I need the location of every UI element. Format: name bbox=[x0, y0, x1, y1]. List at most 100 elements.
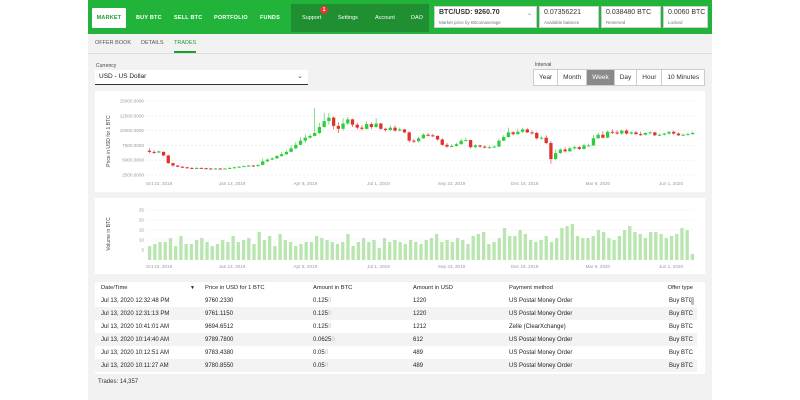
nav-funds[interactable]: FUNDS bbox=[260, 15, 280, 21]
table-row[interactable]: Jul 13, 2020 12:31:13 PM 9761.1150 0.1250 1… bbox=[95, 307, 697, 320]
cell-amount-btc: 0.06250 bbox=[307, 333, 407, 346]
column-header-amount-btc[interactable]: Amount in BTC bbox=[313, 285, 353, 291]
volume-bar bbox=[341, 242, 345, 260]
volume-bar bbox=[174, 246, 178, 260]
column-header-datetime[interactable]: Date/Time ▼ bbox=[95, 282, 199, 294]
volume-bar bbox=[158, 242, 162, 260]
candle-body bbox=[279, 154, 284, 157]
volume-bar bbox=[241, 240, 246, 260]
table-row[interactable]: Jul 13, 2020 10:14:40 AM 9789.7800 0.06250… bbox=[95, 333, 697, 346]
nav-settings[interactable]: Settings bbox=[338, 15, 358, 21]
tab-trades[interactable]: TRADES bbox=[174, 34, 197, 53]
table-row[interactable]: Jul 13, 2020 10:41:01 AM 9694.6512 0.1250 1… bbox=[95, 320, 697, 333]
interval-hour-button[interactable]: Hour bbox=[637, 70, 663, 85]
candle-body bbox=[242, 166, 246, 168]
chevron-down-icon[interactable]: ⌄ bbox=[526, 11, 532, 17]
candle-body bbox=[350, 119, 355, 125]
table-row[interactable]: Jul 13, 2020 10:12:51 AM 9783.4380 0.050 48… bbox=[95, 346, 697, 359]
available-balance-value: 0.07356221 bbox=[544, 9, 581, 16]
candle-body bbox=[506, 132, 511, 138]
column-header-offer-type[interactable]: Offer type bbox=[667, 285, 693, 291]
table-scrollbar[interactable] bbox=[691, 297, 694, 305]
column-header-amount-usd[interactable]: Amount in USD bbox=[413, 285, 453, 291]
candle-body bbox=[157, 151, 161, 153]
currency-label: Currency bbox=[96, 63, 117, 69]
cell-price: 9760.2330 bbox=[205, 297, 234, 304]
interval-toggle-group: Year Month Week Day Hour 10 Minutes bbox=[533, 69, 706, 86]
currency-select[interactable]: USD - US Dollar ⌄ bbox=[95, 70, 308, 85]
volume-bar bbox=[612, 240, 616, 260]
candle-body bbox=[185, 167, 189, 169]
volume-bar bbox=[440, 242, 444, 260]
nav-account[interactable]: Account bbox=[375, 15, 395, 21]
cell-amount-usd: 612 bbox=[407, 333, 503, 346]
price-x-tick-label: Oct 22, 2018 bbox=[146, 181, 173, 186]
volume-x-tick-label: Sep 23, 2019 bbox=[438, 264, 466, 269]
candle-body bbox=[450, 145, 454, 147]
volume-bar bbox=[377, 248, 381, 260]
interval-year-button[interactable]: Year bbox=[534, 70, 559, 85]
nav-dao[interactable]: DAO bbox=[411, 15, 423, 21]
nav-support[interactable]: Support bbox=[302, 15, 322, 21]
candle-body bbox=[336, 125, 340, 129]
nav-sell-btc[interactable]: SELL BTC bbox=[174, 15, 203, 21]
candle-body bbox=[204, 168, 208, 170]
candle-body bbox=[246, 165, 251, 167]
interval-day-button[interactable]: Day bbox=[615, 70, 638, 85]
volume-bar bbox=[189, 244, 194, 260]
candle-body bbox=[407, 132, 411, 141]
nav-buy-btc[interactable]: BUY BTC bbox=[136, 15, 162, 21]
candle-body bbox=[171, 163, 175, 166]
candle-body bbox=[601, 134, 605, 138]
candle-body bbox=[492, 146, 496, 148]
candle-body bbox=[322, 121, 326, 128]
cell-datetime: Jul 13, 2020 12:31:13 PM bbox=[95, 307, 199, 320]
volume-bar bbox=[419, 244, 423, 260]
volume-bar bbox=[429, 238, 434, 260]
volume-bar bbox=[534, 242, 538, 260]
nav-portfolio[interactable]: PORTFOLIO bbox=[214, 15, 248, 21]
cell-payment-method: US Postal Money Order bbox=[503, 359, 623, 372]
candle-body bbox=[558, 149, 563, 154]
volume-bar bbox=[565, 226, 569, 260]
volume-y-tick-label: 25 bbox=[139, 208, 145, 213]
sort-down-icon[interactable]: ▼ bbox=[190, 285, 195, 291]
candle-body bbox=[270, 158, 274, 160]
cell-offer-type: Buy BTC bbox=[668, 349, 693, 356]
price-y-tick-label: 5000.0000 bbox=[122, 158, 144, 163]
column-header-price[interactable]: Price in USD for 1 BTC bbox=[205, 285, 265, 291]
nav-market[interactable]: MARKET bbox=[92, 8, 126, 28]
volume-bar bbox=[372, 240, 376, 260]
candle-body bbox=[520, 129, 525, 132]
volume-bar bbox=[382, 238, 387, 260]
volume-bar bbox=[633, 232, 637, 260]
trailing-zero: 0 bbox=[331, 336, 335, 343]
volume-bar bbox=[273, 246, 277, 260]
table-row[interactable]: Jul 13, 2020 10:11:27 AM 9780.8550 0.050 48… bbox=[95, 359, 697, 372]
cell-offer-type: Buy BTC bbox=[623, 333, 697, 346]
volume-bar bbox=[586, 238, 590, 260]
tab-offer-book[interactable]: OFFER BOOK bbox=[95, 40, 132, 46]
candle-body bbox=[176, 165, 180, 167]
price-ticker[interactable]: BTC/USD: 9260.70 Market price by Bitcoin… bbox=[434, 6, 537, 28]
cell-payment-method: Zelle (ClearXchange) bbox=[509, 323, 566, 330]
price-candlestick-chart: 15000.0000 12500.0000 10000.0000 7500.0000 5… bbox=[106, 99, 695, 186]
candle-body bbox=[468, 140, 473, 148]
column-header-payment-method[interactable]: Payment method bbox=[509, 285, 553, 291]
candle-body bbox=[587, 145, 591, 147]
volume-bar bbox=[320, 238, 324, 260]
table-row[interactable]: Jul 13, 2020 12:32:48 PM 9760.2330 0.1250 1… bbox=[95, 294, 697, 307]
tab-details[interactable]: DETAILS bbox=[141, 40, 164, 46]
candle-body bbox=[431, 135, 435, 137]
volume-bar bbox=[675, 234, 679, 260]
volume-bar bbox=[555, 238, 559, 260]
volume-bar bbox=[471, 236, 475, 260]
cell-amount-usd: 489 bbox=[413, 349, 424, 356]
volume-bar bbox=[685, 230, 689, 260]
interval-week-button[interactable]: Week bbox=[587, 70, 615, 85]
trades-table: Date/Time ▼ Price in USD for 1 BTC Amount… bbox=[95, 282, 697, 372]
volume-bar bbox=[346, 234, 350, 260]
interval-10-minutes-button[interactable]: 10 Minutes bbox=[667, 74, 700, 81]
interval-month-button[interactable]: Month bbox=[558, 70, 588, 85]
candle-body bbox=[416, 138, 421, 142]
